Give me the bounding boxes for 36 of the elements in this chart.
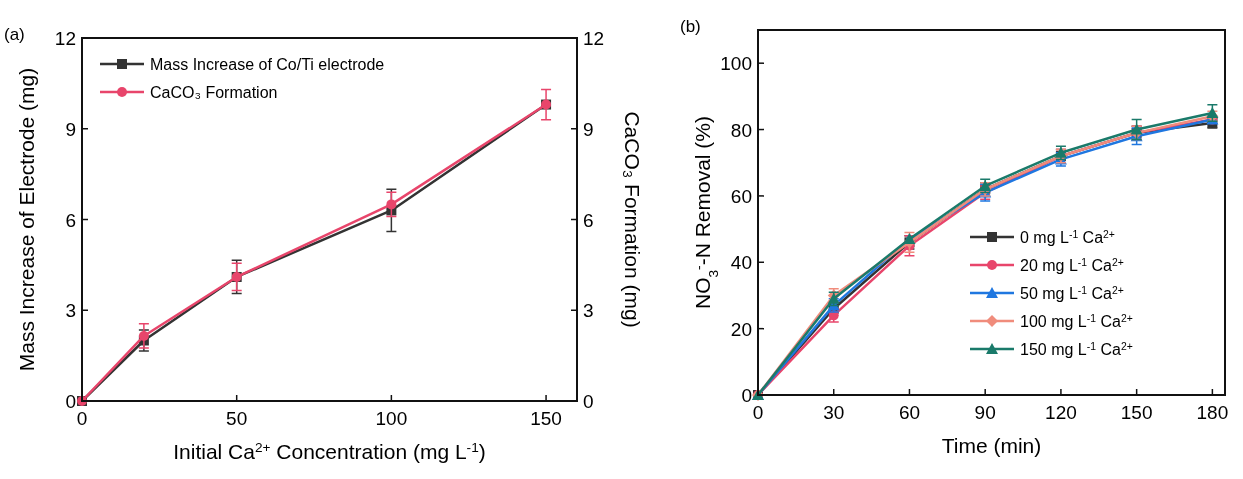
legend-label: 100 mg L$^{-1}$ Ca$^{2+}$	[1020, 312, 1133, 330]
x-tick-label: 180	[1196, 402, 1229, 423]
x-tick-label: 60	[898, 402, 921, 423]
y-tick-label: 80	[730, 119, 752, 141]
legend-label: Mass Increase of Co/Ti electrode	[150, 56, 385, 73]
chart-title: (a)	[4, 25, 25, 44]
y-tick-label: 100	[720, 53, 752, 75]
y-tick-label: 60	[730, 185, 752, 207]
x-tick-label: 120	[1045, 402, 1077, 423]
y-tick-label: 40	[730, 252, 752, 274]
y-tick-label: 20	[730, 318, 752, 340]
y-tick-label: 3	[65, 300, 76, 322]
x-tick-label: 150	[1120, 402, 1153, 423]
y2-axis-title: CaCO₃ Formation (mg)	[621, 111, 644, 328]
y2-tick-label: 6	[583, 209, 594, 231]
x-axis-title: Time (min)	[941, 434, 1042, 457]
y-tick-label: 6	[65, 209, 76, 231]
legend-label: 20 mg L$^{-1}$ Ca$^{2+}$	[1020, 256, 1124, 274]
y-tick-label: 12	[54, 28, 76, 49]
chart-title: (b)	[680, 17, 701, 36]
y2-tick-label: 3	[583, 300, 594, 322]
legend-label: 50 mg L$^{-1}$ Ca$^{2+}$	[1020, 284, 1124, 302]
x-tick-label: 90	[974, 402, 996, 423]
y2-tick-label: 12	[583, 28, 605, 49]
legend-label: 150 mg L$^{-1}$ Ca$^{2+}$	[1020, 340, 1133, 358]
x-tick-label: 50	[226, 408, 248, 429]
legend-label: 0 mg L$^{-1}$ Ca$^{2+}$	[1020, 228, 1115, 246]
legend-label: CaCO₃ Formation	[150, 84, 278, 101]
x-tick-label: 100	[375, 408, 408, 429]
y-tick-label: 0	[741, 385, 752, 406]
y-tick-label: 9	[65, 118, 76, 140]
x-axis-title: Initial Ca$^{2+}$ Concentration (mg L$^{-1}$)	[173, 439, 486, 463]
x-tick-label: 30	[823, 402, 845, 423]
y2-tick-label: 9	[583, 118, 594, 140]
y-axis-title: Mass Increase of Electrode (mg)	[15, 67, 38, 372]
x-tick-label: 150	[530, 408, 562, 429]
